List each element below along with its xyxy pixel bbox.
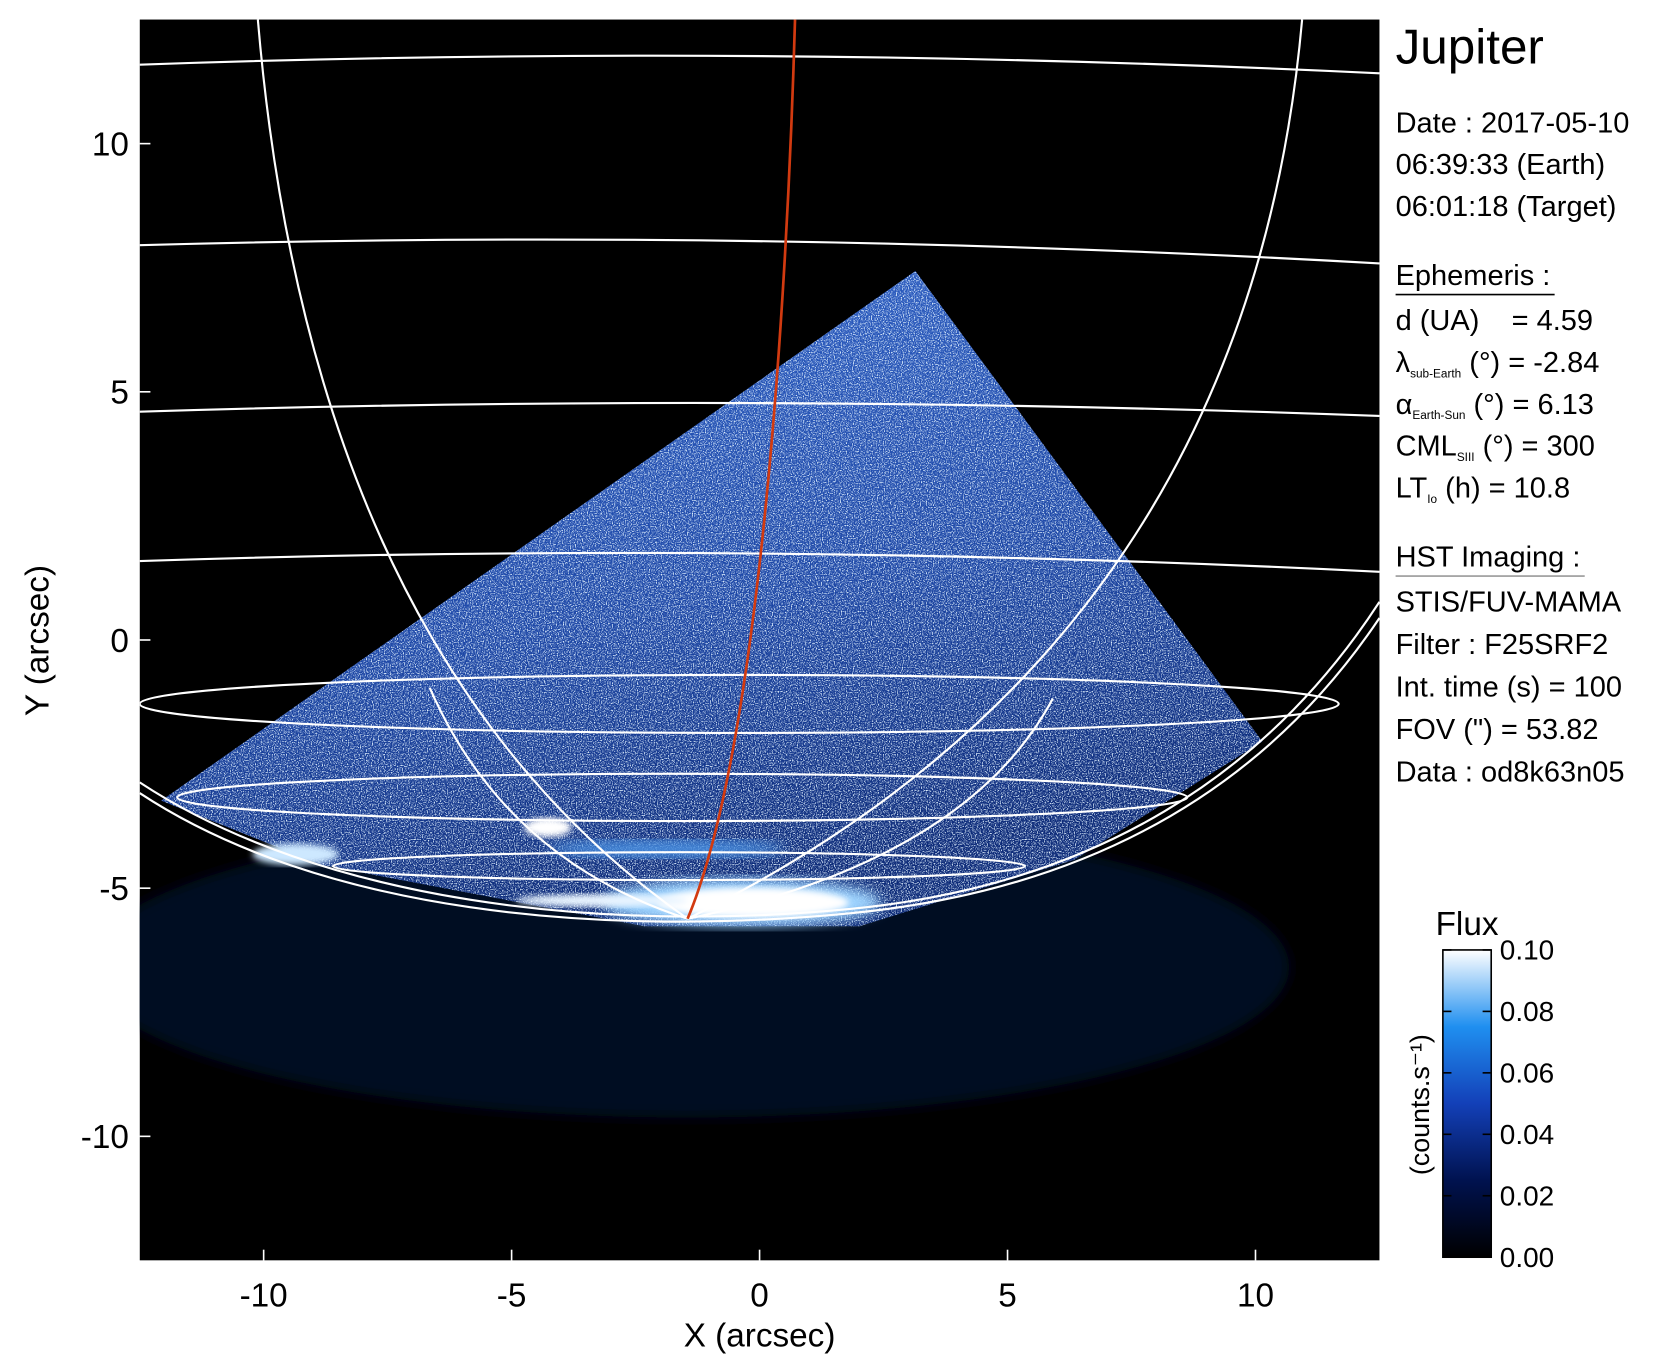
colorbar-tick-label: 0.02	[1500, 1180, 1554, 1211]
target-name: Jupiter	[1396, 20, 1544, 75]
image	[139, 19, 1380, 1261]
colorbar-tick-label: 0.10	[1500, 935, 1554, 966]
ephemeris-text: (°) = -2.84	[1461, 347, 1599, 379]
ephemeris-symbol: LT	[1396, 473, 1428, 505]
x-tick-label: -10	[240, 1278, 288, 1315]
colorbar-tick-label: 0.04	[1500, 1119, 1554, 1150]
ephemeris-text: (°) = 6.13	[1465, 389, 1593, 421]
hst-line: Data : od8k63n05	[1396, 756, 1625, 788]
lat-lon-grid	[139, 19, 1380, 923]
x-axis-label: X (arcsec)	[684, 1317, 836, 1354]
y-axis-label: Y (arcsec)	[19, 565, 56, 716]
ephemeris-line: d (UA) = 4.59	[1396, 305, 1593, 337]
y-tick-label: 5	[110, 375, 129, 412]
hst-heading: HST Imaging :	[1396, 541, 1581, 573]
ephemeris-text: d (UA) = 4.59	[1396, 305, 1593, 337]
hst-line: Int. time (s) = 100	[1396, 671, 1622, 703]
colorbar	[1442, 949, 1493, 1259]
detector-noise	[161, 270, 1263, 927]
ephemeris-symbol: α	[1396, 389, 1413, 421]
io-footprint-meridian	[686, 19, 797, 920]
date-line: 06:01:18 (Target)	[1396, 191, 1617, 223]
date-line: Date : 2017-05-10	[1396, 107, 1630, 139]
hst-line: STIS/FUV-MAMA	[1396, 587, 1622, 619]
x-tick-label: 0	[750, 1278, 769, 1315]
y-tick-label: -5	[99, 871, 129, 908]
x-tick-label: 10	[1237, 1278, 1274, 1315]
ephemeris-line: λsub-Earth (°) = -2.84	[1396, 347, 1600, 380]
ephemeris-line: LTIo (h) = 10.8	[1396, 473, 1571, 506]
colorbar-tick-label: 0.00	[1500, 1242, 1554, 1273]
y-tick-label: 0	[110, 623, 129, 660]
hst-line: Filter : F25SRF2	[1396, 629, 1609, 661]
colorbar-tick-label: 0.06	[1500, 1058, 1554, 1089]
hst-line: FOV (") = 53.82	[1396, 714, 1599, 746]
ephemeris-heading: Ephemeris :	[1396, 260, 1551, 292]
y-tick-label: -10	[81, 1119, 129, 1156]
ephemeris-symbol: CML	[1396, 431, 1457, 463]
ephemeris-text: (°) = 300	[1475, 431, 1595, 463]
x-tick-label: -5	[497, 1278, 527, 1315]
date-line: 06:39:33 (Earth)	[1396, 149, 1606, 181]
colorbar-tick-label: 0.08	[1500, 996, 1554, 1027]
ephemeris-sub: SIII	[1457, 450, 1475, 464]
y-tick-label: 10	[92, 126, 129, 163]
info-panel: Jupiter Date : 2017-05-10 06:39:33 (Earth…	[1396, 20, 1630, 789]
ephemeris-sub: Io	[1427, 492, 1437, 506]
ephemeris-symbol: λ	[1396, 347, 1411, 379]
ephemeris-text: (h) = 10.8	[1437, 473, 1570, 505]
ephemeris-line: αEarth-Sun (°) = 6.13	[1396, 389, 1594, 422]
colorbar-title: Flux	[1436, 906, 1499, 943]
ephemeris-sub: Earth-Sun	[1412, 408, 1465, 422]
colorbar-label: (counts.s⁻¹)	[1405, 1034, 1435, 1175]
ephemeris-line: CMLSIII (°) = 300	[1396, 431, 1595, 464]
x-tick-label: 5	[998, 1278, 1017, 1315]
ephemeris-sub: sub-Earth	[1410, 366, 1461, 380]
